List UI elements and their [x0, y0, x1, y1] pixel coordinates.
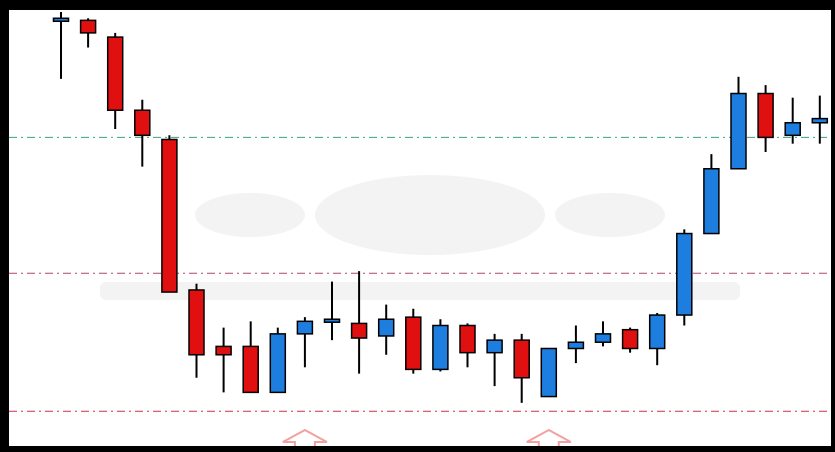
candle-body-bullish [296, 320, 314, 335]
candle-body-bearish [513, 339, 530, 379]
candle-body-bullish [676, 232, 693, 316]
candle-body-bullish [811, 117, 829, 124]
candle-body-bullish [703, 168, 720, 235]
candle-body-bullish [323, 318, 341, 323]
candle-body-bullish [648, 314, 666, 350]
horizontal-lines [9, 136, 831, 412]
candles [52, 12, 829, 403]
watermark-logo [100, 175, 740, 300]
frame-right [831, 0, 835, 452]
candle-body-bearish [242, 345, 259, 394]
candle-body-bullish [486, 339, 503, 354]
candle-body-bearish [405, 316, 422, 371]
candle-body-bullish [432, 324, 449, 371]
candle-body-bearish [350, 322, 368, 339]
candle-body-bearish [757, 92, 774, 139]
candle-body-bearish [188, 289, 205, 356]
candle-body-bearish [79, 19, 97, 34]
up-arrow [282, 428, 328, 448]
frame-left [0, 0, 9, 452]
candle-body-bearish [161, 138, 178, 293]
candle-body-bearish [215, 345, 232, 356]
candle-body-bullish [269, 333, 287, 394]
candle-body-bullish [377, 318, 395, 337]
arrows [282, 428, 572, 448]
candle-body-bearish [459, 324, 476, 354]
candle-body-bullish [784, 122, 801, 137]
candle-body-bullish [567, 341, 585, 350]
candle-body-bullish [540, 347, 558, 398]
up-arrow [526, 428, 572, 448]
candle-body-bearish [621, 328, 639, 350]
candle-body-bearish [106, 36, 124, 111]
candle-body-bullish [730, 92, 747, 170]
candle-body-bearish [134, 109, 151, 137]
candle-body-bullish [594, 333, 612, 343]
frame-bottom [0, 446, 835, 452]
candle-body-bullish [52, 17, 70, 23]
frame-top [0, 0, 835, 10]
